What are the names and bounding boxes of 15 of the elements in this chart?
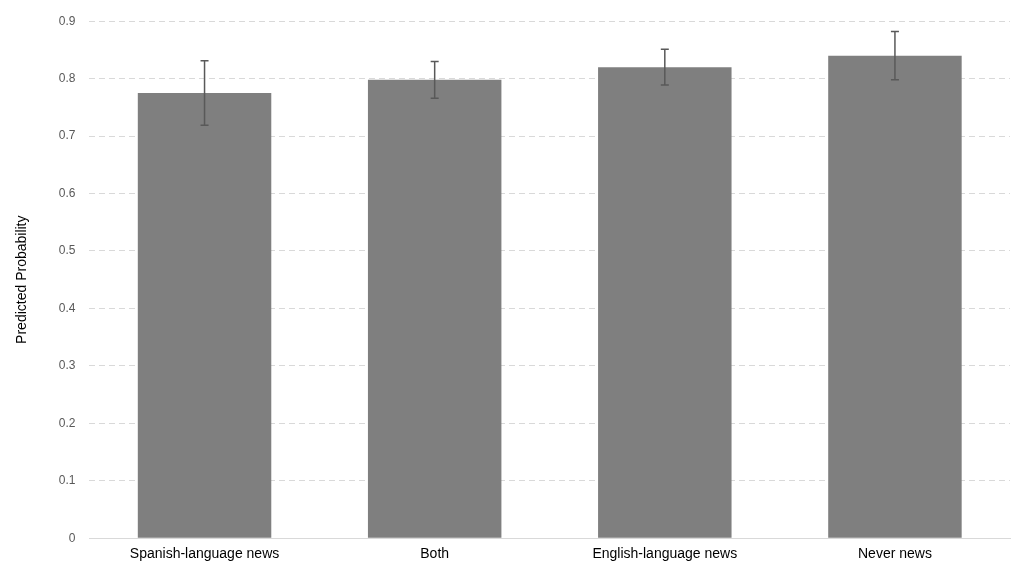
y-tick-label: 0.4 [58,300,76,315]
y-tick-label: 0.5 [58,243,76,258]
y-tick-label: 0.6 [58,185,76,200]
y-axis-title: Predicted Probability [13,215,30,344]
x-tick-label: Both [420,545,450,562]
y-tick-label: 0 [68,530,76,545]
y-tick-label: 0.7 [58,128,76,143]
y-tick-label: 0.2 [58,415,76,430]
y-tick-label: 0.1 [58,473,76,488]
x-tick-label: Spanish-language news [129,545,280,562]
y-tick-label: 0.9 [58,13,76,28]
y-tick-label: 0.3 [58,358,76,373]
y-tick-label: 0.8 [58,70,76,85]
x-tick-label: Never news [857,545,932,562]
x-tick-label: English-language news [592,545,738,562]
